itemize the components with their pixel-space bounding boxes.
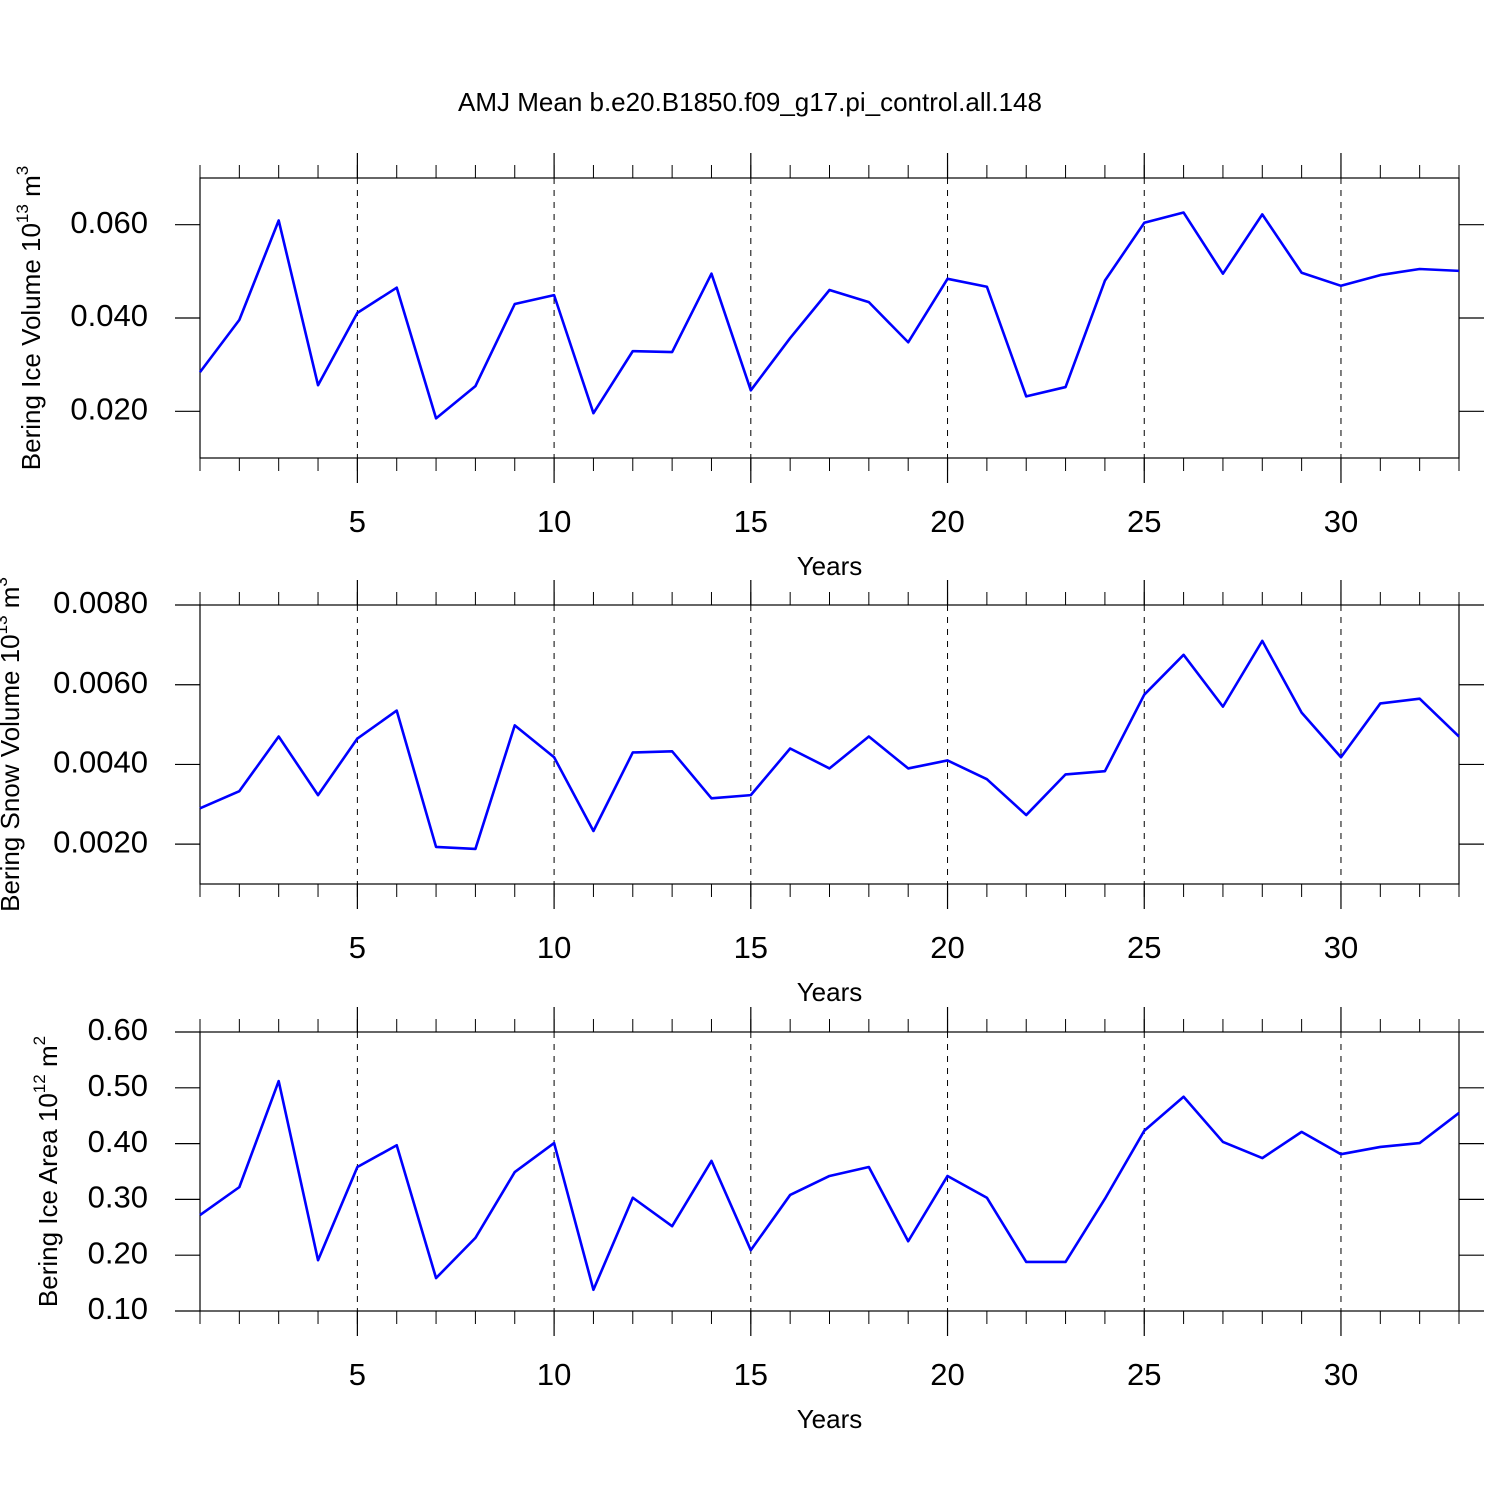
x-tick-label: 15 bbox=[734, 930, 768, 965]
y-axis-label-part: Bering Snow Volume 10 bbox=[0, 634, 25, 912]
x-tick-label: 25 bbox=[1127, 930, 1161, 965]
y-tick-label: 0.020 bbox=[70, 392, 148, 427]
data-line bbox=[199, 1079, 1460, 1292]
y-axis-label-part: 3 bbox=[13, 166, 32, 175]
y-axis-label-part: Bering Ice Volume 10 bbox=[16, 223, 46, 470]
x-tick-label: 30 bbox=[1324, 504, 1358, 539]
y-axis-label-part: m bbox=[0, 587, 25, 616]
y-tick-label: 0.10 bbox=[88, 1291, 148, 1326]
data-line bbox=[199, 639, 1460, 851]
y-tick-label: 0.040 bbox=[70, 298, 148, 333]
y-tick-label: 0.20 bbox=[88, 1235, 148, 1270]
x-tick-label: 15 bbox=[734, 504, 768, 539]
x-tick-label: 5 bbox=[349, 930, 366, 965]
y-axis-label-part: 12 bbox=[30, 1074, 49, 1093]
y-tick-label: 0.40 bbox=[88, 1124, 148, 1159]
x-tick-label: 15 bbox=[734, 1357, 768, 1392]
y-tick-label: 0.060 bbox=[70, 205, 148, 240]
x-tick-label: 20 bbox=[930, 1357, 964, 1392]
chart-title: AMJ Mean b.e20.B1850.f09_g17.pi_control.… bbox=[458, 87, 1042, 117]
y-axis-label-part: 13 bbox=[13, 204, 32, 223]
x-tick-label: 5 bbox=[349, 504, 366, 539]
y-axis-label-part: m bbox=[33, 1045, 63, 1074]
x-tick-label: 30 bbox=[1324, 930, 1358, 965]
y-axis-label-part: m bbox=[16, 175, 46, 204]
y-tick-label: 0.50 bbox=[88, 1068, 148, 1103]
y-axis-label-part: 13 bbox=[0, 615, 11, 634]
x-axis-label: Years bbox=[797, 977, 863, 1007]
x-axis-label: Years bbox=[797, 551, 863, 581]
plot-frame bbox=[199, 1031, 1460, 1312]
x-tick-label: 25 bbox=[1127, 504, 1161, 539]
x-tick-label: 5 bbox=[349, 1357, 366, 1392]
y-axis-label-part: 3 bbox=[0, 577, 11, 586]
y-tick-label: 0.60 bbox=[88, 1012, 148, 1047]
y-axis-label: Bering Snow Volume 1013 m3 bbox=[0, 577, 25, 912]
x-tick-label: 20 bbox=[930, 504, 964, 539]
x-tick-label: 10 bbox=[537, 1357, 571, 1392]
y-tick-label: 0.30 bbox=[88, 1180, 148, 1215]
x-tick-label: 20 bbox=[930, 930, 964, 965]
plot-frame bbox=[199, 177, 1460, 459]
data-line bbox=[198, 211, 1460, 420]
y-tick-label: 0.0060 bbox=[53, 665, 148, 700]
x-axis-label: Years bbox=[797, 1404, 863, 1434]
y-tick-label: 0.0080 bbox=[53, 585, 148, 620]
y-axis-label-part: Bering Ice Area 10 bbox=[33, 1093, 63, 1307]
x-tick-label: 30 bbox=[1324, 1357, 1358, 1392]
y-axis-label: Bering Ice Volume 1013 m3 bbox=[13, 166, 46, 470]
plot-frame bbox=[199, 604, 1460, 885]
y-tick-label: 0.0040 bbox=[53, 745, 148, 780]
x-tick-label: 10 bbox=[537, 504, 571, 539]
x-tick-label: 25 bbox=[1127, 1357, 1161, 1392]
y-tick-label: 0.0020 bbox=[53, 824, 148, 859]
y-axis-label-part: 2 bbox=[30, 1036, 49, 1045]
x-tick-label: 10 bbox=[537, 930, 571, 965]
y-axis-label: Bering Ice Area 1012 m2 bbox=[30, 1036, 63, 1307]
